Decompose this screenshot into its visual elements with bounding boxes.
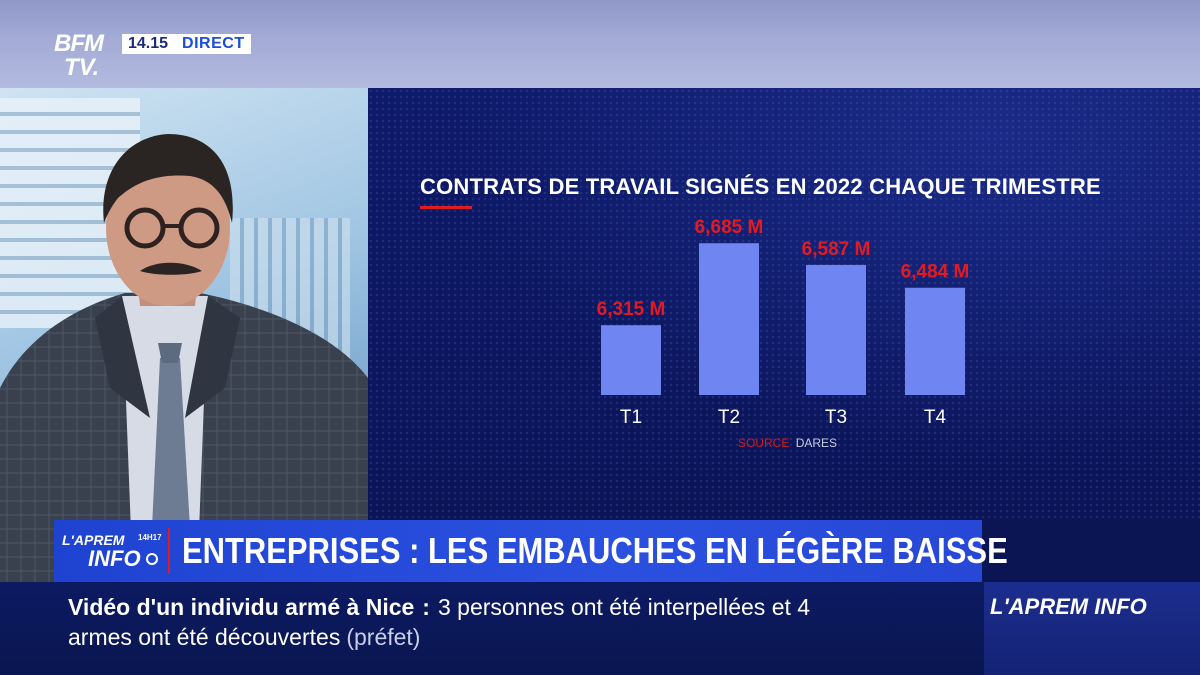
- data-label-t3: 6,587 M: [802, 239, 871, 260]
- data-label-t4: 6,484 M: [901, 262, 970, 283]
- x-tick-t3: T3: [825, 407, 847, 428]
- bar-t2: [699, 243, 759, 395]
- show-tag: L'APREM INFO: [984, 582, 1200, 675]
- x-tick-t4: T4: [924, 407, 947, 428]
- ticker-separator: :: [422, 594, 430, 620]
- bar-chart: 6,315 M T1 6,685 M T2 6,587 M T3 6,484 M T4: [597, 217, 970, 428]
- x-tick-t1: T1: [620, 407, 642, 428]
- top-band: BFM TV. 14.15 DIRECT: [0, 0, 1200, 88]
- show-tag-text: L'APREM INFO: [990, 594, 1147, 619]
- chart-panel: CONTRATS DE TRAVAIL SIGNÉS EN 2022 CHAQU…: [368, 88, 1200, 518]
- ticker-attribution: (préfet): [346, 624, 421, 650]
- logo-line1: BFM: [54, 30, 104, 57]
- x-tick-t2: T2: [718, 407, 740, 428]
- ticker-topic: Vidéo d'un individu armé à Nice: [68, 594, 415, 620]
- news-ticker: Vidéo d'un individu armé à Nice:3 person…: [0, 582, 984, 675]
- headline-separator: [168, 528, 170, 574]
- bar-t3: [806, 264, 866, 395]
- source-label: SOURCE: [738, 436, 790, 450]
- title-accent-line: [420, 206, 472, 209]
- source-value: DARES: [795, 436, 838, 450]
- chart-source: SOURCE DARES: [738, 436, 837, 450]
- data-label-t2: 6,685 M: [695, 217, 764, 238]
- clock-time: 14.15: [128, 35, 169, 52]
- ticker-line-1: Vidéo d'un individu armé à Nice:3 person…: [68, 594, 810, 621]
- logo-line2: TV.: [64, 54, 100, 81]
- panel-texture: [368, 88, 1200, 518]
- show-logo: L'APREM 14H17 INFO: [60, 526, 164, 576]
- ticker-line-2: armes ont été découvertes (préfet): [68, 624, 420, 651]
- bar-t1: [601, 325, 661, 395]
- headline-bar: L'APREM 14H17 INFO ENTREPRISES : LES EMB…: [54, 520, 1008, 582]
- chart-title: CONTRATS DE TRAVAIL SIGNÉS EN 2022 CHAQU…: [420, 174, 1101, 199]
- time-live-box: 14.15 DIRECT: [122, 34, 251, 54]
- ticker-line1-text: 3 personnes ont été interpellées et 4: [437, 594, 811, 620]
- show-logo-time: 14H17: [138, 533, 162, 542]
- show-logo-name: L'APREM: [62, 532, 125, 548]
- show-logo-info: INFO: [88, 546, 141, 571]
- headline-text: ENTREPRISES : LES EMBAUCHES EN LÉGÈRE BA…: [182, 530, 1008, 571]
- data-label-t1: 6,315 M: [597, 299, 666, 320]
- live-label: DIRECT: [182, 35, 245, 52]
- bar-t4: [905, 287, 965, 395]
- live-signal-icon: [146, 553, 158, 565]
- ticker-line2-text: armes ont été découvertes: [68, 624, 341, 650]
- bfmtv-logo: BFM TV.: [54, 32, 118, 84]
